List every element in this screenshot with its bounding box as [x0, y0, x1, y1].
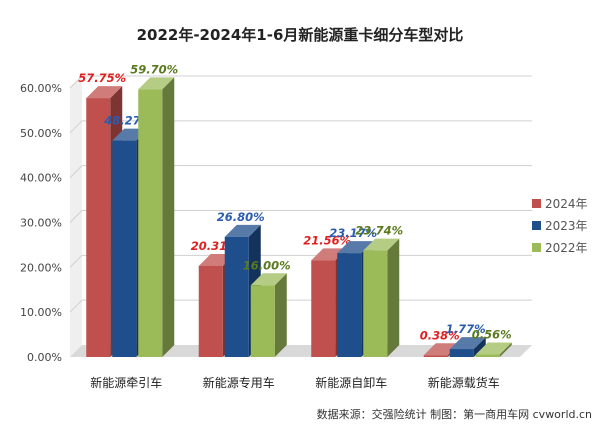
bar-front [423, 355, 448, 357]
bar-side [473, 337, 486, 357]
bar-front [224, 236, 249, 357]
bar-front [311, 260, 336, 357]
bar-front [138, 89, 163, 357]
bar-top [363, 238, 400, 251]
data-label: 0.56% [472, 327, 512, 341]
bar-side [162, 77, 175, 357]
bar-front [363, 250, 388, 357]
legend-swatch [532, 199, 541, 208]
gridline [69, 165, 532, 179]
plot-area: 0.00% 10.00% 20.00% 30.00% 40.00% 50.00% 60.00… [20, 62, 532, 390]
category-label: 新能源载货车 [428, 375, 500, 390]
data-label: 0.38% [420, 328, 460, 342]
bar-front [475, 354, 500, 357]
bar-front [112, 140, 137, 357]
chart-title: 2022年-2024年1-6月新能源重卡细分车型对比 [137, 26, 464, 44]
legend-item: 2024年 [532, 197, 588, 211]
bar-side [499, 342, 512, 357]
bar-top [86, 86, 123, 99]
bar-top [449, 337, 486, 350]
legend-item: 2023年 [532, 219, 588, 233]
bar-front [337, 253, 362, 357]
data-label: 26.80% [217, 210, 265, 224]
bar [250, 273, 287, 357]
legend: 2024年 2023年 2022年 [532, 197, 588, 255]
y-tick-label: 40.00% [20, 172, 62, 185]
data-label: 59.70% [130, 62, 178, 76]
category-label: 新能源专用车 [203, 375, 275, 390]
bar [449, 337, 486, 357]
source-note: 数据来源：交强险统计 制图：第一商用车网 cvworld.cn [317, 407, 592, 421]
floor [70, 345, 532, 357]
legend-item: 2022年 [532, 241, 588, 255]
data-label: 23.17% [329, 226, 377, 240]
legend-swatch [532, 221, 541, 230]
gridline [69, 210, 532, 223]
y-tick-label: 20.00% [20, 261, 62, 274]
gridline [69, 75, 532, 89]
legend-swatch [532, 243, 541, 252]
bar [363, 238, 400, 357]
bar-front [250, 285, 275, 357]
data-label: 16.00% [243, 258, 291, 272]
bar-top [224, 224, 261, 237]
y-tick-label: 60.00% [20, 82, 62, 95]
legend-label: 2023年 [545, 219, 588, 233]
y-tick-label: 30.00% [20, 217, 62, 230]
data-label: 1.77% [446, 322, 486, 336]
legend-label: 2024年 [545, 197, 588, 211]
bar-side [274, 273, 287, 357]
y-tick-label: 50.00% [20, 127, 62, 140]
gridline [69, 120, 532, 134]
data-label: 23.74% [355, 224, 403, 238]
bar [475, 342, 512, 357]
bar-front [449, 349, 474, 357]
y-tick-label: 0.00% [27, 351, 62, 364]
data-label: 21.56% [303, 233, 351, 247]
category-label: 新能源牵引车 [90, 375, 162, 390]
y-tick-label: 10.00% [20, 306, 62, 319]
bar-front [86, 98, 111, 358]
data-label: 57.75% [78, 71, 126, 85]
bar-top [475, 342, 512, 355]
bar-top [138, 77, 175, 90]
bar-front [198, 265, 223, 357]
bar-side [387, 238, 400, 357]
legend-label: 2022年 [545, 241, 588, 255]
bar-top [250, 273, 287, 286]
category-label: 新能源自卸车 [315, 375, 387, 390]
bar [138, 77, 175, 357]
